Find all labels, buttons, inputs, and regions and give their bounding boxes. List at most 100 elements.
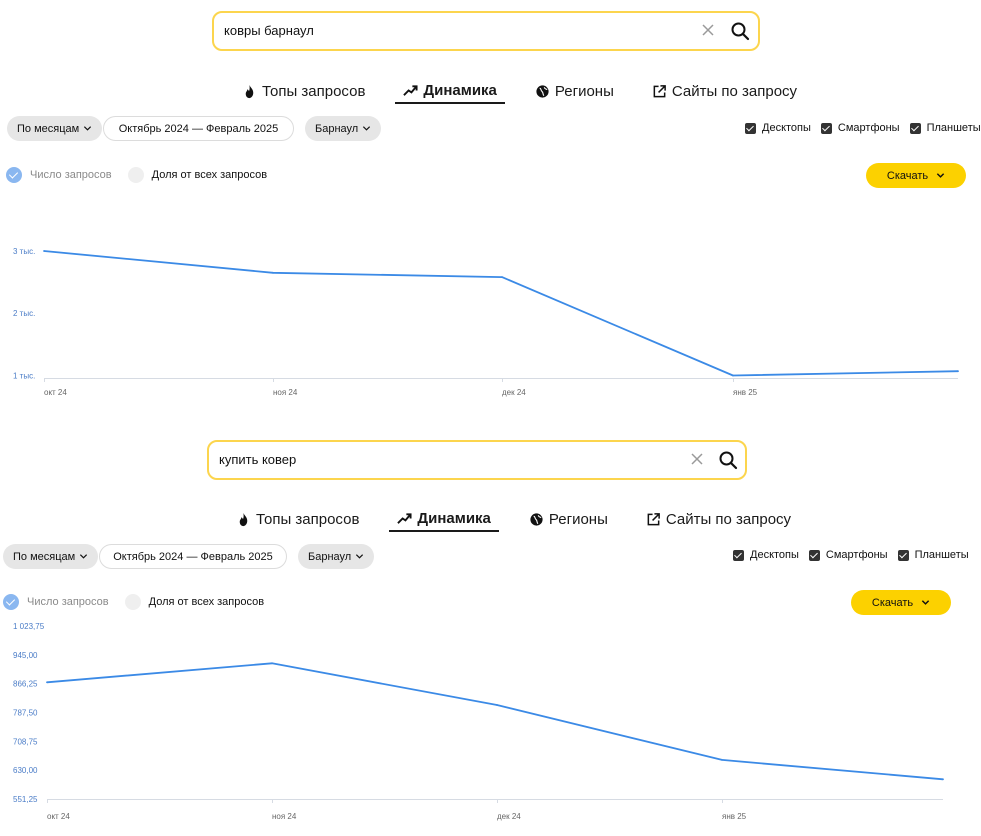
- data-point[interactable]: [957, 370, 959, 373]
- x-tick-label: ноя 24: [273, 388, 298, 397]
- count-mode-label[interactable]: Число запросов: [27, 596, 109, 608]
- region-value: Барнаул: [315, 122, 359, 135]
- count-radio[interactable]: [3, 594, 19, 610]
- checkbox-icon: [733, 549, 744, 561]
- data-point[interactable]: [501, 276, 503, 278]
- tab-regions[interactable]: Регионы: [521, 506, 616, 532]
- globe-icon: [530, 512, 543, 526]
- region-select[interactable]: Барнаул: [305, 116, 382, 141]
- device-label: Планшеты: [926, 122, 981, 134]
- device-tablet-checkbox[interactable]: Планшеты: [897, 549, 969, 561]
- chevron-down-icon: [921, 600, 930, 605]
- mode-switch: Число запросов Доля от всех запросов: [6, 167, 267, 183]
- tab-sites[interactable]: Сайты по запросу: [638, 506, 799, 532]
- tab-label: Динамика: [423, 81, 497, 99]
- count-mode-label[interactable]: Число запросов: [30, 169, 112, 181]
- trend-icon: [403, 84, 418, 96]
- download-label: Скачать: [871, 596, 914, 609]
- share-radio[interactable]: [127, 167, 144, 183]
- date-range-value: Октябрь 2024 — Февраль 2025: [118, 122, 279, 135]
- search-input[interactable]: купить ковер: [207, 440, 747, 480]
- series-line[interactable]: [43, 250, 959, 377]
- tab-top-queries[interactable]: Топы запросов: [228, 506, 367, 532]
- device-filters: Десктопы Смартфоны Планшеты: [733, 549, 969, 561]
- external-link-icon: [653, 84, 666, 97]
- data-point[interactable]: [46, 681, 48, 684]
- data-point[interactable]: [271, 662, 273, 665]
- line-chart: 3 тыс. 2 тыс. 1 тыс. окт 24 ноя 24 дек 24 янв …: [13, 247, 959, 397]
- y-tick-label: 708,75: [13, 737, 38, 746]
- x-tick-label: дек 24: [502, 388, 526, 397]
- checkbox-icon: [909, 122, 921, 134]
- period-group-select[interactable]: По месяцам: [3, 544, 99, 569]
- tabs-bar: Топы запросов Динамика Регионы Сайты по …: [228, 505, 799, 533]
- y-tick-label: 787,50: [13, 709, 38, 718]
- download-button[interactable]: Скачать: [866, 163, 966, 188]
- query-panel-2: купить ковер Топы запросов Динамика Реги…: [0, 428, 981, 836]
- tab-label: Топы запросов: [256, 510, 360, 528]
- x-tick-label: янв 25: [733, 388, 758, 397]
- query-panel-1: ковры барнаул Топы запросов Динамика Рег…: [0, 0, 981, 418]
- data-point[interactable]: [942, 778, 944, 781]
- search-query-text[interactable]: ковры барнаул: [224, 23, 314, 38]
- chevron-down-icon: [936, 173, 945, 178]
- tab-sites[interactable]: Сайты по запросу: [644, 78, 805, 104]
- globe-icon: [536, 84, 549, 98]
- tab-dynamics[interactable]: Динамика: [395, 78, 505, 104]
- period-group-value: По месяцам: [13, 550, 76, 563]
- y-tick-label: 3 тыс.: [13, 247, 35, 256]
- device-label: Десктопы: [762, 122, 811, 134]
- data-point[interactable]: [496, 704, 498, 706]
- chevron-down-icon: [84, 126, 92, 131]
- y-tick-label: 945,00: [13, 651, 38, 660]
- search-input[interactable]: ковры барнаул: [212, 11, 760, 51]
- checkbox-icon: [745, 122, 756, 134]
- external-link-icon: [647, 512, 660, 525]
- tab-label: Регионы: [548, 510, 608, 528]
- tabs-bar: Топы запросов Динамика Регионы Сайты по …: [234, 77, 805, 105]
- period-group-select[interactable]: По месяцам: [7, 116, 103, 141]
- data-point[interactable]: [721, 759, 723, 761]
- y-tick-label: 1 023,75: [13, 622, 45, 631]
- date-range-select[interactable]: Октябрь 2024 — Февраль 2025: [103, 116, 294, 141]
- count-radio[interactable]: [6, 167, 22, 183]
- search-icon[interactable]: [718, 450, 738, 470]
- series-line[interactable]: [46, 662, 944, 781]
- clear-icon[interactable]: [700, 22, 716, 38]
- tab-regions[interactable]: Регионы: [527, 78, 622, 104]
- search-icon[interactable]: [730, 21, 750, 41]
- tab-top-queries[interactable]: Топы запросов: [234, 78, 373, 104]
- fire-icon: [239, 512, 248, 526]
- clear-icon[interactable]: [689, 451, 705, 467]
- data-point[interactable]: [732, 374, 734, 377]
- data-point[interactable]: [272, 271, 274, 274]
- x-tick-label: ноя 24: [272, 812, 297, 821]
- x-tick-label: дек 24: [497, 812, 521, 821]
- region-value: Барнаул: [308, 550, 352, 563]
- device-tablet-checkbox[interactable]: Планшеты: [909, 122, 981, 134]
- search-query-text[interactable]: купить ковер: [219, 452, 297, 467]
- device-filters: Десктопы Смартфоны Планшеты: [745, 122, 981, 134]
- y-tick-label: 1 тыс.: [13, 372, 35, 381]
- device-desktop-checkbox[interactable]: Десктопы: [745, 122, 811, 134]
- device-label: Смартфоны: [837, 122, 900, 134]
- chevron-down-icon: [356, 554, 364, 559]
- data-point[interactable]: [43, 250, 45, 252]
- device-smartphone-checkbox[interactable]: Смартфоны: [808, 549, 888, 561]
- device-smartphone-checkbox[interactable]: Смартфоны: [820, 122, 900, 134]
- share-mode-label[interactable]: Доля от всех запросов: [151, 169, 268, 181]
- region-select[interactable]: Барнаул: [298, 544, 375, 569]
- mode-switch: Число запросов Доля от всех запросов: [3, 594, 264, 610]
- share-radio[interactable]: [124, 594, 141, 610]
- download-button[interactable]: Скачать: [851, 590, 951, 615]
- device-label: Десктопы: [750, 549, 799, 561]
- line-chart: 1 023,75 945,00 866,25 787,50 708,75 630,00 55…: [13, 622, 944, 821]
- tab-dynamics[interactable]: Динамика: [389, 506, 499, 532]
- y-tick-label: 551,25: [13, 795, 38, 804]
- date-range-select[interactable]: Октябрь 2024 — Февраль 2025: [99, 544, 287, 569]
- y-tick-label: 866,25: [13, 680, 38, 689]
- tab-label: Топы запросов: [262, 82, 366, 100]
- trend-icon: [397, 512, 412, 524]
- device-desktop-checkbox[interactable]: Десктопы: [733, 549, 799, 561]
- share-mode-label[interactable]: Доля от всех запросов: [148, 596, 265, 608]
